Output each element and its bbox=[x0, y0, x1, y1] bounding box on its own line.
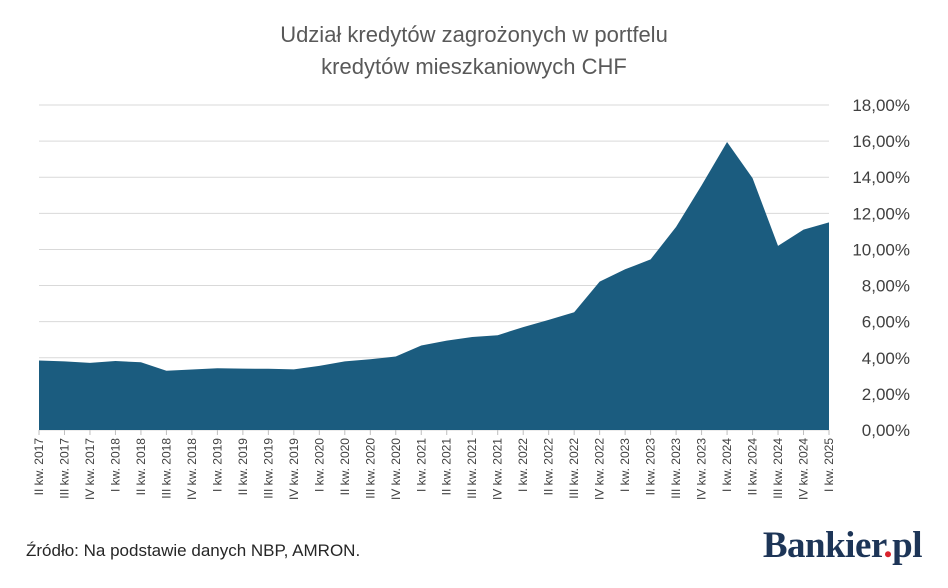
y-tick-label: 18,00% bbox=[852, 96, 910, 115]
x-tick-label: III kw. 2018 bbox=[159, 438, 173, 499]
chart-title-line-2: kredytów mieszkaniowych CHF bbox=[321, 54, 627, 79]
chart-title-line-1: Udział kredytów zagrożonych w portfelu bbox=[280, 22, 668, 47]
x-tick-label: III kw. 2021 bbox=[465, 438, 479, 499]
y-tick-label: 6,00% bbox=[862, 313, 910, 332]
x-tick-label: III kw. 2024 bbox=[771, 438, 785, 499]
y-tick-label: 16,00% bbox=[852, 132, 910, 151]
y-tick-label: 0,00% bbox=[862, 421, 910, 440]
x-tick-label: I kw. 2023 bbox=[618, 438, 632, 492]
x-tick-label: III kw. 2022 bbox=[567, 438, 581, 499]
x-tick-label: I kw. 2018 bbox=[108, 438, 122, 492]
x-axis-ticks: II kw. 2017 III kw. 2017 IV kw. 2017 I kw. … bbox=[32, 430, 836, 500]
x-tick-label: III kw. 2023 bbox=[669, 438, 683, 499]
x-tick-label: II kw. 2020 bbox=[338, 438, 352, 496]
x-tick-label: I kw. 2022 bbox=[516, 438, 530, 492]
area-series bbox=[39, 142, 829, 430]
x-tick-label: I kw. 2019 bbox=[210, 438, 224, 492]
x-tick-label: IV kw. 2020 bbox=[389, 438, 403, 500]
x-tick-label: III kw. 2017 bbox=[57, 438, 71, 499]
x-tick-label: IV kw. 2024 bbox=[797, 438, 811, 500]
x-tick-label: II kw. 2022 bbox=[542, 438, 556, 496]
x-tick-label: IV kw. 2019 bbox=[287, 438, 301, 500]
x-tick-label: I kw. 2021 bbox=[414, 438, 428, 492]
logo-dot: . bbox=[883, 525, 893, 566]
x-tick-label: I kw. 2020 bbox=[312, 438, 326, 492]
y-tick-label: 8,00% bbox=[862, 277, 910, 296]
y-tick-label: 10,00% bbox=[852, 240, 910, 259]
bankier-logo: Bankier.pl bbox=[762, 524, 923, 567]
x-tick-label: III kw. 2020 bbox=[363, 438, 377, 499]
x-tick-label: I kw. 2025 bbox=[822, 438, 836, 492]
x-tick-label: IV kw. 2023 bbox=[695, 438, 709, 500]
x-tick-label: II kw. 2019 bbox=[236, 438, 250, 496]
x-tick-label: IV kw. 2017 bbox=[83, 438, 97, 500]
y-tick-label: 2,00% bbox=[862, 385, 910, 404]
logo-main: Bankier bbox=[762, 525, 884, 566]
x-tick-label: II kw. 2018 bbox=[134, 438, 148, 496]
logo-tld: pl bbox=[892, 525, 922, 566]
y-tick-label: 14,00% bbox=[852, 168, 910, 187]
x-tick-label: II kw. 2021 bbox=[440, 438, 454, 496]
x-tick-label: II kw. 2023 bbox=[644, 438, 658, 496]
x-tick-label: II kw. 2024 bbox=[746, 438, 760, 496]
x-tick-label: IV kw. 2022 bbox=[593, 438, 607, 500]
x-tick-label: I kw. 2024 bbox=[720, 438, 734, 492]
y-axis-ticks: 0,00% 2,00% 4,00% 6,00% 8,00% 10,00% 12,00% 14,… bbox=[852, 96, 910, 440]
area-fill bbox=[39, 142, 829, 430]
source-note: Źródło: Na podstawie danych NBP, AMRON. bbox=[26, 541, 361, 560]
x-tick-label: IV kw. 2018 bbox=[185, 438, 199, 500]
y-tick-label: 12,00% bbox=[852, 204, 910, 223]
x-tick-label: IV kw. 2021 bbox=[491, 438, 505, 500]
y-tick-label: 4,00% bbox=[862, 349, 910, 368]
x-tick-label: II kw. 2017 bbox=[32, 438, 46, 496]
x-tick-label: III kw. 2019 bbox=[261, 438, 275, 499]
